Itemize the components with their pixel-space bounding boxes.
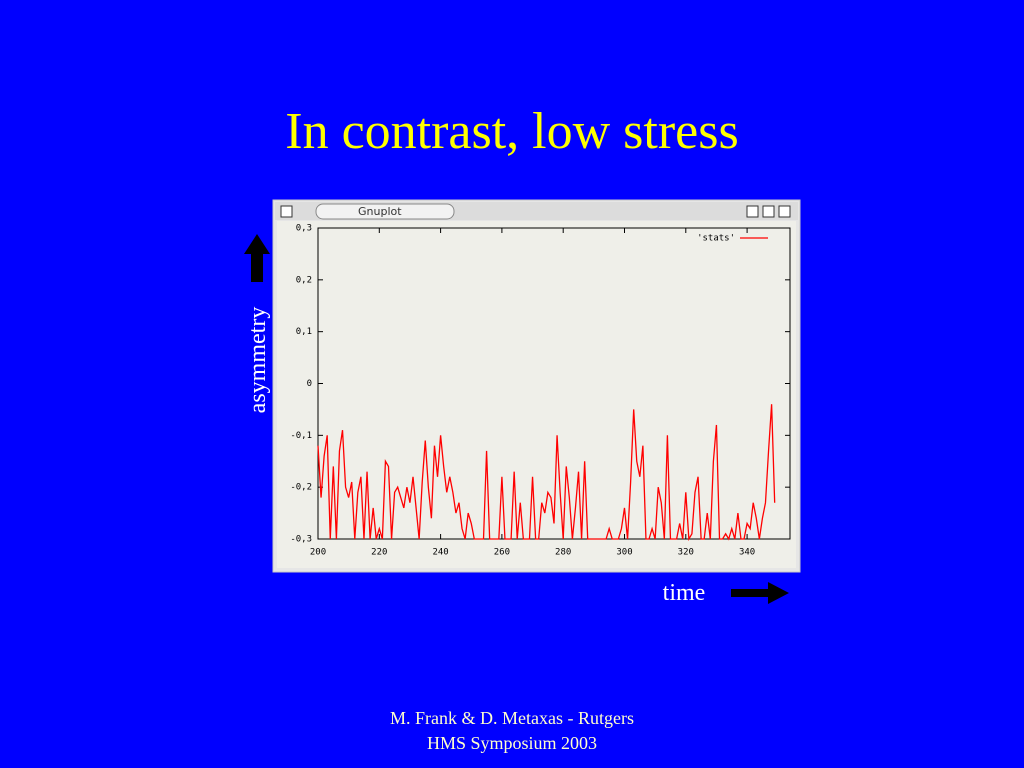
minimize-button[interactable] — [762, 205, 775, 218]
shade-button[interactable] — [778, 205, 791, 218]
footer-line: HMS Symposium 2003 — [427, 733, 597, 753]
y-tick-label: -0,3 — [290, 535, 312, 545]
window-title: Gnuplot — [358, 205, 402, 218]
x-tick-label: 200 — [310, 548, 326, 558]
y-tick-label: -0,1 — [290, 431, 312, 441]
maximize-button[interactable] — [746, 205, 759, 218]
up-arrow — [244, 234, 270, 282]
close-button[interactable] — [280, 205, 293, 218]
data-line — [317, 404, 776, 542]
y-tick-label: 0,3 — [296, 224, 312, 234]
x-tick-label: 300 — [616, 548, 632, 558]
right-arrow — [731, 582, 789, 604]
x-tick-label: 240 — [432, 548, 448, 558]
slide-title: In contrast, low stress — [285, 103, 738, 160]
legend-label: 'stats' — [697, 234, 735, 244]
footer-line: M. Frank & D. Metaxas - Rutgers — [390, 708, 634, 728]
x-tick-label: 280 — [555, 548, 571, 558]
x-tick-label: 320 — [678, 548, 694, 558]
y-tick-label: 0,2 — [296, 275, 312, 285]
x-annotation: time — [663, 580, 706, 606]
y-annotation: asymmetry — [245, 307, 271, 414]
x-tick-label: 260 — [494, 548, 510, 558]
y-tick-label: -0,2 — [290, 483, 312, 493]
x-tick-label: 220 — [371, 548, 387, 558]
plot-canvas — [277, 221, 796, 568]
y-tick-label: 0,1 — [296, 327, 312, 337]
title-pill — [315, 203, 455, 220]
x-tick-label: 340 — [739, 548, 755, 558]
y-tick-label: 0 — [307, 379, 312, 389]
